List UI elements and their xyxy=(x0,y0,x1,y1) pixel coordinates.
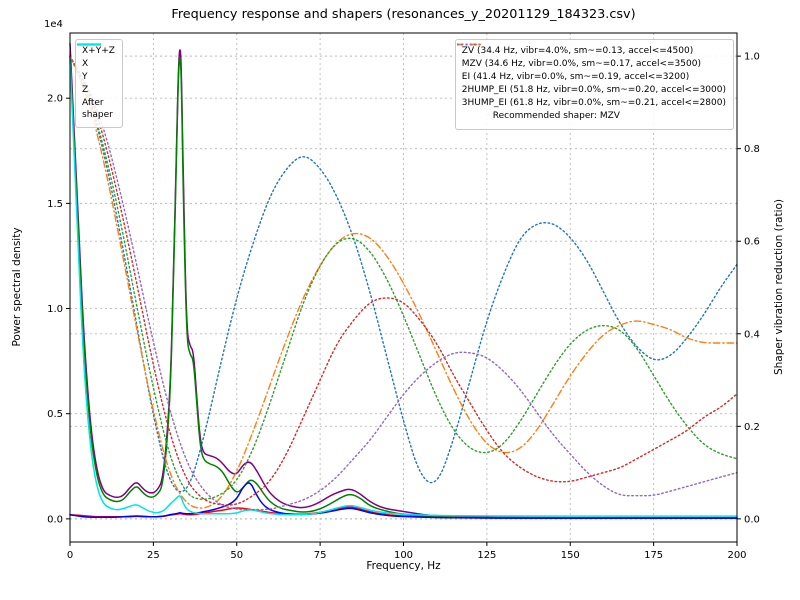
legend-item-2hump_ei: 2HUMP_EI (51.8 Hz, vibr=0.0%, sm~=0.20, … xyxy=(456,43,726,97)
chart-title: Frequency response and shapers (resonanc… xyxy=(171,7,636,22)
legend-label: Z xyxy=(82,85,89,96)
x-axis-label: Frequency, Hz xyxy=(366,560,441,572)
y-left-tick-label: 2.0 xyxy=(47,94,63,105)
legend-swatch-empty xyxy=(462,113,488,122)
legend-label: 2HUMP_EI (51.8 Hz, vibr=0.0%, sm~=0.20, … xyxy=(461,85,726,96)
legend-label: MZV (34.6 Hz, vibr=0.0%, sm~=0.17, accel… xyxy=(461,58,701,69)
legend-shapers: ZV (34.4 Hz, vibr=4.0%, sm~=0.13, accel<… xyxy=(454,39,734,130)
legend-swatch xyxy=(456,43,481,46)
y-axis-label-left: Power spectral density xyxy=(11,227,23,347)
shaper-curves xyxy=(69,55,738,511)
legend-item-after: After shaper xyxy=(77,43,115,121)
legend-psd: X+Y+Z X Y Z After shaper xyxy=(75,39,123,129)
legend-label: X xyxy=(82,58,89,69)
x-tick-label: 25 xyxy=(147,550,160,561)
legend-label: ZV (34.4 Hz, vibr=4.0%, sm~=0.13, accel<… xyxy=(461,45,694,56)
curve-z xyxy=(69,482,738,519)
x-tick-label: 150 xyxy=(561,550,580,561)
tick-labels: 0 25 50 75 100 125 150 175 200 0.0 0.5 1.0 1.5 2.0 0.0… xyxy=(47,52,760,561)
y-left-tick-label: 1.0 xyxy=(47,304,63,315)
y-right-tick-label: 1.0 xyxy=(744,52,760,63)
x-tick-label: 125 xyxy=(477,550,496,561)
curve-after xyxy=(69,59,738,517)
legend-item-y: Y xyxy=(77,43,115,84)
y-axis-label-right: Shaper vibration reduction (ratio) xyxy=(773,198,785,376)
legend-item-z: Z xyxy=(77,43,115,97)
x-tick-label: 75 xyxy=(314,550,327,561)
curve-y xyxy=(69,55,738,519)
x-tick-label: 50 xyxy=(230,550,243,561)
y-left-tick-label: 0.5 xyxy=(47,409,63,420)
legend-item-zv: ZV (34.4 Hz, vibr=4.0%, sm~=0.13, accel<… xyxy=(456,43,726,58)
curve-xyz xyxy=(69,42,738,519)
legend-swatch xyxy=(456,43,481,46)
curve-3hump_ei xyxy=(69,55,738,511)
legend-label: X+Y+Z xyxy=(82,45,115,56)
y-right-tick-label: 0.4 xyxy=(744,329,760,340)
y-left-tick-label: 1.5 xyxy=(47,199,63,210)
legend-label: Recommended shaper: MZV xyxy=(492,111,620,122)
y-right-tick-label: 0.8 xyxy=(744,144,760,155)
curve-ei xyxy=(69,55,738,500)
psd-curves xyxy=(69,42,738,519)
legend-item-mzv: MZV (34.6 Hz, vibr=0.0%, sm~=0.17, accel… xyxy=(456,43,726,71)
x-tick-label: 175 xyxy=(644,550,663,561)
x-tick-label: 200 xyxy=(727,550,746,561)
legend-item-x: X xyxy=(77,43,115,71)
x-tick-label: 0 xyxy=(67,550,73,561)
y-left-tick-label: 0.0 xyxy=(47,514,63,525)
legend-item-ei: EI (41.4 Hz, vibr=0.0%, sm~=0.19, accel<… xyxy=(456,43,726,84)
y-right-tick-label: 0.6 xyxy=(744,237,760,248)
legend-label: 3HUMP_EI (61.8 Hz, vibr=0.0%, sm~=0.21, … xyxy=(461,98,726,109)
x-tick-label: 100 xyxy=(394,550,413,561)
legend-item-recommended-shaper: Recommended shaper: MZV xyxy=(462,111,726,123)
legend-label: After shaper xyxy=(82,98,113,120)
legend-label: Y xyxy=(82,71,88,82)
legend-item-3hump_ei: 3HUMP_EI (61.8 Hz, vibr=0.0%, sm~=0.21, … xyxy=(456,43,726,110)
legend-swatch xyxy=(77,43,101,46)
legend-label: EI (41.4 Hz, vibr=0.0%, sm~=0.19, accel<… xyxy=(461,71,690,82)
curve-2hump_ei xyxy=(69,55,738,506)
y-axis-offset-label: 1e4 xyxy=(44,19,63,30)
y-right-tick-label: 0.0 xyxy=(744,514,760,525)
y-right-tick-label: 0.2 xyxy=(744,422,760,433)
curve-zv xyxy=(69,55,738,493)
